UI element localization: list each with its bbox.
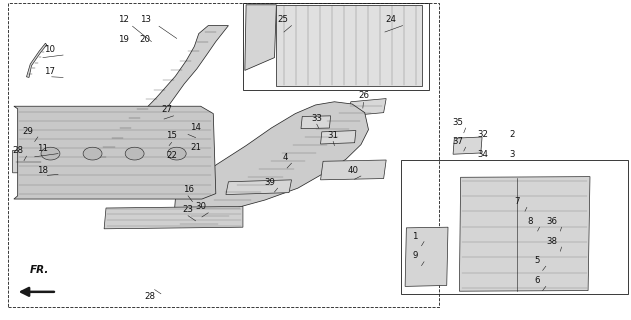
Text: 13: 13 [139,15,151,24]
Text: 20: 20 [139,35,151,44]
Text: 17: 17 [44,68,55,76]
Polygon shape [348,99,386,116]
Text: 18: 18 [37,166,49,175]
Polygon shape [186,134,205,148]
Text: 23: 23 [182,205,194,214]
Text: 33: 33 [311,114,322,123]
Text: 30: 30 [195,202,206,211]
Text: 4: 4 [283,153,288,162]
Text: 26: 26 [358,92,369,100]
Polygon shape [161,146,179,157]
Text: 5: 5 [535,256,540,265]
Ellipse shape [125,147,144,160]
Polygon shape [453,137,482,154]
Polygon shape [301,116,331,129]
Text: 28: 28 [144,292,156,301]
Bar [243,3,429,90]
Text: 21: 21 [190,143,201,152]
Polygon shape [459,177,590,291]
Polygon shape [321,160,386,180]
Text: 36: 36 [546,217,558,226]
Text: 3: 3 [510,150,515,159]
Text: 29: 29 [22,127,33,136]
Text: FR.: FR. [30,265,49,275]
Text: 1: 1 [413,232,418,241]
Text: 28: 28 [12,146,23,155]
Text: 2: 2 [510,130,515,139]
Text: 35: 35 [452,118,463,127]
Polygon shape [321,131,356,144]
Polygon shape [93,26,228,168]
Text: 19: 19 [117,35,129,44]
Polygon shape [405,227,448,286]
Polygon shape [104,206,243,229]
Text: 15: 15 [166,132,177,140]
Text: 22: 22 [166,151,177,160]
Polygon shape [13,150,47,173]
Text: 32: 32 [478,130,489,139]
Text: 25: 25 [277,15,288,24]
Text: 16: 16 [182,185,194,194]
Text: 24: 24 [386,15,397,24]
Bar [401,160,628,294]
Text: 8: 8 [528,217,533,226]
Text: 11: 11 [37,144,49,153]
Text: 38: 38 [546,237,558,246]
Ellipse shape [41,147,60,160]
Text: 39: 39 [264,178,276,187]
Bar [8,3,439,307]
Text: 14: 14 [190,124,201,132]
Text: 27: 27 [162,105,173,114]
Text: 7: 7 [515,197,520,206]
Polygon shape [174,102,369,227]
Text: 37: 37 [452,137,463,146]
Text: 10: 10 [44,45,55,54]
Polygon shape [27,43,47,77]
Ellipse shape [83,147,102,160]
Text: 6: 6 [535,276,540,285]
Polygon shape [14,106,216,199]
Polygon shape [276,5,422,86]
Text: 12: 12 [117,15,129,24]
Ellipse shape [167,147,186,160]
Text: 31: 31 [327,131,339,140]
Polygon shape [226,180,292,195]
Text: 40: 40 [348,166,359,175]
Text: 34: 34 [478,150,489,159]
Polygon shape [245,5,276,70]
Text: 9: 9 [413,252,418,260]
